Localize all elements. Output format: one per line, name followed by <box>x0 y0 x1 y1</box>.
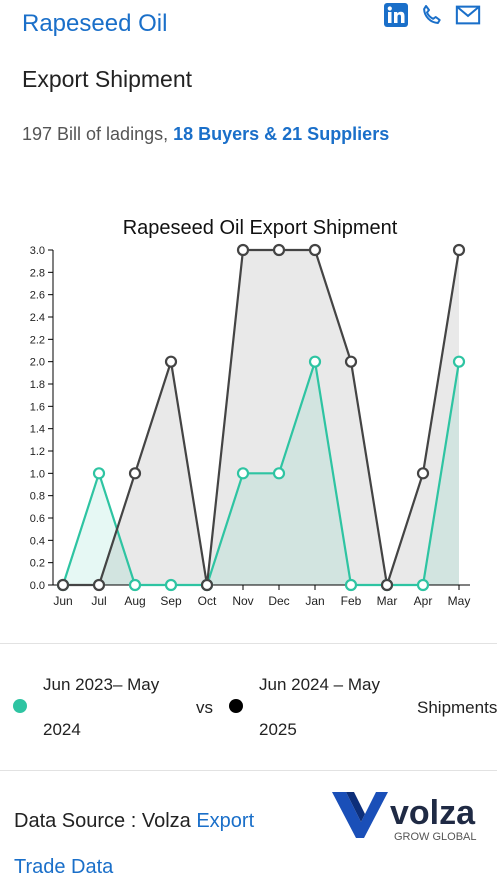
y-tick-label: 2.6 <box>30 290 45 302</box>
y-tick-label: 0.8 <box>30 491 45 503</box>
series1-point <box>452 355 466 368</box>
series1-point <box>164 578 178 592</box>
y-tick-label: 1.0 <box>30 468 45 480</box>
series2-point <box>272 243 286 257</box>
series1-range-start: Jun 2023– May <box>43 675 160 694</box>
series2-point <box>380 578 394 592</box>
series2-point <box>236 243 250 257</box>
linkedin-icon[interactable] <box>383 2 409 28</box>
y-tick-label: 3.0 <box>30 245 45 257</box>
trade-data-link[interactable]: Trade Data <box>14 856 114 878</box>
x-tick-label: Mar <box>377 594 398 608</box>
series2-point <box>164 355 178 368</box>
divider <box>0 643 497 644</box>
x-tick-label: Sep <box>160 594 182 608</box>
x-tick-label: Apr <box>414 594 433 608</box>
y-tick-label: 1.4 <box>30 424 45 436</box>
y-tick-label: 2.8 <box>30 267 45 279</box>
series1-legend-label: Jun 2023– May 2024 <box>43 674 159 741</box>
phone-icon[interactable] <box>419 2 445 28</box>
series1-point <box>344 578 358 592</box>
bills-count: 197 Bill of ladings, <box>22 124 169 144</box>
y-tick-label: 1.2 <box>30 446 45 458</box>
source-prefix: Data Source : Volza <box>14 810 191 832</box>
series2-legend-dot <box>229 699 243 713</box>
x-tick-label: Jan <box>305 594 324 608</box>
y-tick-label: 0.4 <box>30 535 45 547</box>
series2-point <box>416 467 430 480</box>
export-link[interactable]: Export <box>196 810 255 832</box>
y-tick-label: 2.4 <box>30 312 45 324</box>
series2-range-start: Jun 2024 – May <box>259 675 380 694</box>
series2-point <box>200 578 214 592</box>
series1-legend-dot <box>13 699 27 713</box>
x-tick-label: Feb <box>341 594 362 608</box>
legend-vs: vs <box>196 698 213 717</box>
volza-logo: volza GROW GLOBAL <box>332 792 477 843</box>
x-tick-label: Oct <box>198 594 217 608</box>
divider <box>0 770 497 771</box>
series2-legend-label: Jun 2024 – May 2025 <box>259 674 380 741</box>
series1-point <box>92 467 106 480</box>
series1-point <box>272 467 286 480</box>
y-tick-label: 0.0 <box>30 580 45 592</box>
series1-point <box>128 578 142 592</box>
shipment-stats: 197 Bill of ladings, 18 Buyers & 21 Supp… <box>22 124 389 145</box>
series1-point <box>308 355 322 368</box>
series1-range-end: 2024 <box>43 720 81 739</box>
legend-metric: Shipments <box>417 698 497 717</box>
y-tick-label: 2.0 <box>30 357 45 369</box>
x-tick-label: Nov <box>232 594 253 608</box>
buyers-suppliers-count: 18 Buyers & 21 Suppliers <box>173 124 390 144</box>
logo-name: volza <box>390 794 476 832</box>
mail-icon[interactable] <box>455 2 481 28</box>
x-tick-label: Dec <box>268 594 289 608</box>
shipment-chart: Rapeseed Oil Export Shipment 0.0 0.2 0.4 0.… <box>30 217 471 608</box>
x-tick-label: Jul <box>91 594 106 608</box>
y-tick-label: 1.8 <box>30 379 45 391</box>
series2-area <box>63 250 459 585</box>
series2-point <box>308 243 322 257</box>
series2-point <box>452 243 466 257</box>
data-source: Data Source : Volza Export Trade Data <box>14 798 314 890</box>
x-tick-label: May <box>448 594 471 608</box>
series1-point <box>236 467 250 480</box>
page-title: Rapeseed Oil <box>22 10 168 37</box>
x-tick-label: Aug <box>124 594 145 608</box>
series1-point <box>416 578 430 592</box>
series2-point <box>128 467 142 480</box>
logo-tagline: GROW GLOBAL <box>394 831 477 843</box>
series2-line <box>63 248 461 587</box>
series2-point <box>92 578 106 592</box>
y-tick-label: 2.2 <box>30 334 45 346</box>
chart-title: Rapeseed Oil Export Shipment <box>123 217 398 239</box>
series2-point <box>344 355 358 368</box>
contact-icons <box>383 2 481 28</box>
y-tick-label: 0.6 <box>30 513 45 525</box>
series2-range-end: 2025 <box>259 720 297 739</box>
x-tick-label: Jun <box>53 594 72 608</box>
y-tick-label: 1.6 <box>30 401 45 413</box>
y-tick-label: 0.2 <box>30 558 45 570</box>
series2-point <box>56 578 70 592</box>
page-subtitle: Export Shipment <box>22 66 193 92</box>
